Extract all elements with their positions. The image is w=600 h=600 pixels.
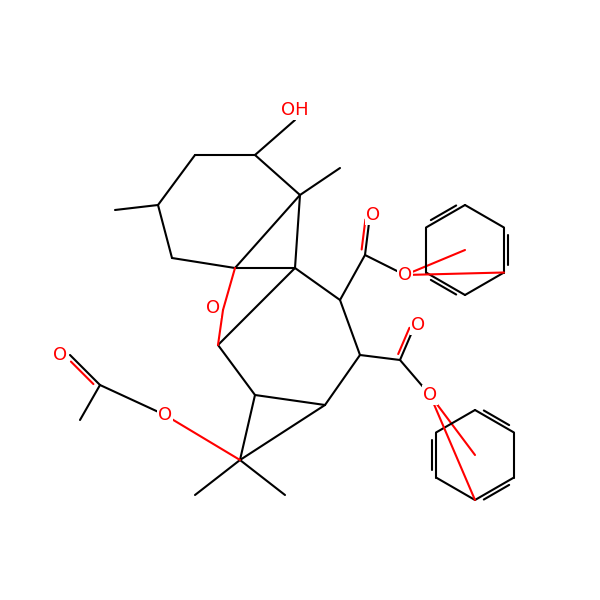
Text: O: O: [158, 406, 172, 424]
Text: OH: OH: [281, 101, 309, 119]
Text: O: O: [366, 206, 380, 224]
Text: O: O: [398, 266, 412, 284]
Text: O: O: [411, 316, 425, 334]
Text: O: O: [206, 299, 220, 317]
Text: O: O: [53, 346, 67, 364]
Text: O: O: [423, 386, 437, 404]
